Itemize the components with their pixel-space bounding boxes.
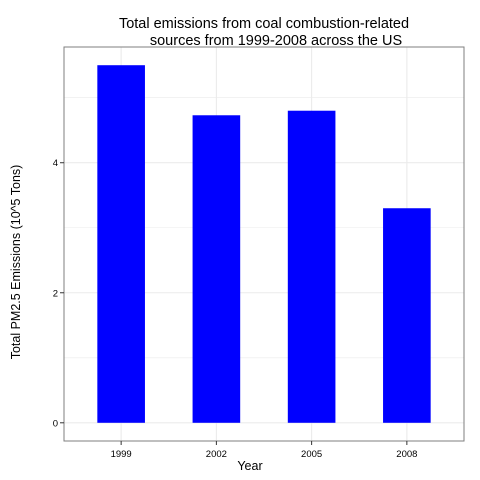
chart-title-line-2: sources from 1999-2008 across the US [150, 33, 402, 49]
x-tick-label: 1999 [111, 449, 132, 460]
x-tick-label: 2002 [206, 449, 227, 460]
y-tick-label: 2 [53, 288, 58, 299]
y-tick-label: 0 [53, 418, 58, 429]
x-tick-label: 2005 [301, 449, 322, 460]
panel-border [63, 46, 465, 442]
x-axis-title: Year [237, 459, 262, 473]
bar-2008 [383, 208, 431, 423]
y-axis-title: Total PM2.5 Emissions (10^5 Tons) [9, 165, 23, 360]
chart-title-line-1: Total emissions from coal combustion-rel… [119, 16, 409, 32]
bars [97, 65, 431, 423]
x-axis: 1999 2002 2005 2008 [111, 441, 417, 460]
x-tick-label: 2008 [396, 449, 417, 460]
bar-2002 [192, 115, 241, 423]
y-axis: 0 2 4 [53, 158, 64, 429]
bar-1999 [97, 65, 145, 423]
bar-2005 [287, 110, 336, 423]
y-tick-label: 4 [53, 158, 58, 169]
plot-panel [63, 46, 465, 442]
